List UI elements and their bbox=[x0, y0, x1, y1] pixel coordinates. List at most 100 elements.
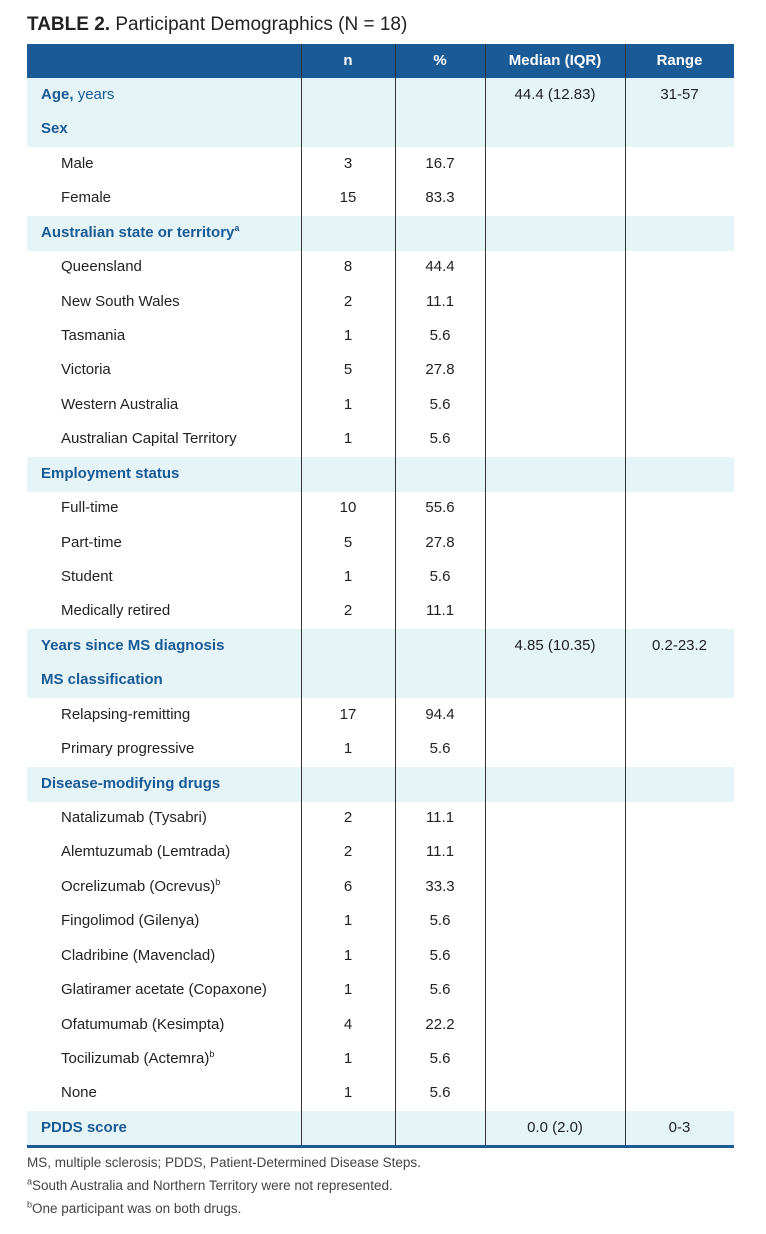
label-text: PDDS score bbox=[41, 1118, 127, 1136]
row-label: Student bbox=[61, 560, 113, 594]
label-text: Age, bbox=[41, 86, 74, 103]
cell-pct: 16.7 bbox=[425, 154, 455, 172]
label-text: Tocilizumab (Actemra) bbox=[61, 1050, 210, 1068]
cell-n: 2 bbox=[343, 292, 353, 310]
row-label: Cladribine (Mavenclad) bbox=[61, 939, 215, 973]
cell-n: 2 bbox=[343, 602, 353, 620]
cell-n: 3 bbox=[343, 154, 353, 172]
row-shade bbox=[27, 78, 734, 113]
label-text: Full-time bbox=[61, 499, 119, 517]
cell-range: 0.2-23.2 bbox=[651, 636, 708, 654]
row-label: Tocilizumab (Actemra)b bbox=[61, 1042, 214, 1076]
cell-median: 0.0 (2.0) bbox=[527, 1118, 583, 1136]
row-label: Full-time bbox=[61, 491, 119, 525]
cell-n: 2 bbox=[343, 843, 353, 861]
row-label: Australian Capital Territory bbox=[61, 422, 237, 456]
row-label: Employment status bbox=[41, 457, 179, 491]
header-cell: Range bbox=[656, 52, 703, 69]
cell-pct: 5.6 bbox=[429, 430, 451, 448]
row-label: Natalizumab (Tysabri) bbox=[61, 801, 207, 835]
label-text: Cladribine (Mavenclad) bbox=[61, 946, 216, 964]
footnote-text: MS, multiple sclerosis; PDDS, Patient-De… bbox=[27, 1155, 421, 1171]
cell-pct: 5.6 bbox=[429, 1050, 451, 1068]
superscript: b bbox=[215, 876, 221, 887]
cell-n: 4 bbox=[343, 1015, 353, 1033]
row-label: None bbox=[61, 1076, 97, 1110]
row-shade bbox=[27, 628, 734, 664]
row-label: Queensland bbox=[61, 250, 142, 284]
label-text: None bbox=[61, 1084, 97, 1102]
cell-pct: 5.6 bbox=[429, 946, 451, 964]
superscript: a bbox=[27, 1176, 33, 1187]
row-label: Fingolimod (Gilenya) bbox=[61, 904, 199, 938]
row-label: Relapsing-remitting bbox=[61, 698, 190, 732]
row-label: PDDS score bbox=[41, 1111, 127, 1145]
row-shade bbox=[27, 663, 734, 699]
label-text: Relapsing-remitting bbox=[61, 705, 191, 723]
cell-n: 5 bbox=[343, 533, 353, 551]
cell-n: 1 bbox=[343, 981, 353, 999]
label-text: Alemtuzumab (Lemtrada) bbox=[61, 843, 231, 861]
cell-n: 1 bbox=[343, 912, 353, 930]
label-text: Primary progressive bbox=[61, 740, 195, 758]
cell-pct: 5.6 bbox=[429, 327, 451, 344]
footnote-text: South Australia and Northern Territory w… bbox=[32, 1178, 393, 1194]
row-label: Female bbox=[61, 181, 111, 215]
row-shade bbox=[27, 766, 734, 802]
row-label: Male bbox=[61, 147, 94, 181]
cell-n: 6 bbox=[343, 877, 353, 895]
cell-pct: 55.6 bbox=[425, 499, 455, 517]
row-label: Ocrelizumab (Ocrevus)b bbox=[61, 870, 220, 904]
cell-n: 1 bbox=[343, 327, 353, 344]
title: TABLE 2. Participant Demographics (N = 1… bbox=[27, 14, 407, 36]
header-cell: % bbox=[433, 52, 447, 69]
label-text: Natalizumab (Tysabri) bbox=[61, 809, 207, 827]
cell-pct: 33.3 bbox=[425, 877, 455, 895]
row-shade bbox=[27, 112, 734, 148]
superscript: b bbox=[27, 1199, 33, 1210]
cell-pct: 11.1 bbox=[425, 602, 455, 620]
cell-pct: 94.4 bbox=[425, 705, 455, 723]
row-shade bbox=[27, 456, 734, 492]
cell-pct: 5.6 bbox=[429, 981, 451, 999]
column-rule bbox=[625, 44, 626, 1146]
bottom-rule bbox=[27, 1145, 734, 1149]
cell-n: 17 bbox=[339, 705, 357, 723]
footnote: aSouth Australia and Northern Territory … bbox=[27, 1176, 393, 1194]
cell-median: 4.85 (10.35) bbox=[514, 636, 596, 654]
cell-n: 1 bbox=[343, 1050, 353, 1068]
header-cell: n bbox=[343, 52, 353, 69]
row-label: Medically retired bbox=[61, 594, 170, 628]
cell-n: 10 bbox=[339, 499, 357, 517]
row-shade bbox=[27, 215, 734, 251]
row-label: MS classification bbox=[41, 663, 163, 697]
cell-pct: 5.6 bbox=[429, 395, 451, 413]
row-label: Australian state or territorya bbox=[41, 216, 239, 250]
label-text: Queensland bbox=[61, 258, 142, 276]
row-label: Part-time bbox=[61, 526, 122, 560]
cell-pct: 5.6 bbox=[429, 740, 451, 758]
label-text: Sex bbox=[41, 120, 68, 138]
cell-pct: 27.8 bbox=[425, 533, 455, 551]
cell-pct: 11.1 bbox=[425, 843, 455, 861]
column-rule bbox=[301, 44, 302, 1146]
label-text: Western Australia bbox=[61, 395, 179, 413]
title-text: Participant Demographics (N = 18) bbox=[115, 14, 408, 35]
superscript: b bbox=[209, 1049, 215, 1060]
row-label: Ofatumumab (Kesimpta) bbox=[61, 1008, 224, 1042]
footnote: bOne participant was on both drugs. bbox=[27, 1199, 241, 1216]
cell-n: 1 bbox=[343, 395, 353, 413]
title-label: TABLE 2. bbox=[27, 14, 111, 35]
cell-pct: 22.2 bbox=[425, 1015, 455, 1033]
label-text: MS classification bbox=[41, 671, 163, 689]
row-label: Sex bbox=[41, 112, 68, 146]
cell-pct: 5.6 bbox=[429, 568, 451, 586]
cell-n: 1 bbox=[343, 568, 353, 586]
label-text: Ofatumumab (Kesimpta) bbox=[61, 1015, 225, 1033]
header-cell: Median (IQR) bbox=[508, 52, 602, 69]
header-row bbox=[27, 44, 734, 78]
cell-median: 44.4 (12.83) bbox=[514, 86, 596, 103]
cell-n: 2 bbox=[343, 809, 353, 827]
